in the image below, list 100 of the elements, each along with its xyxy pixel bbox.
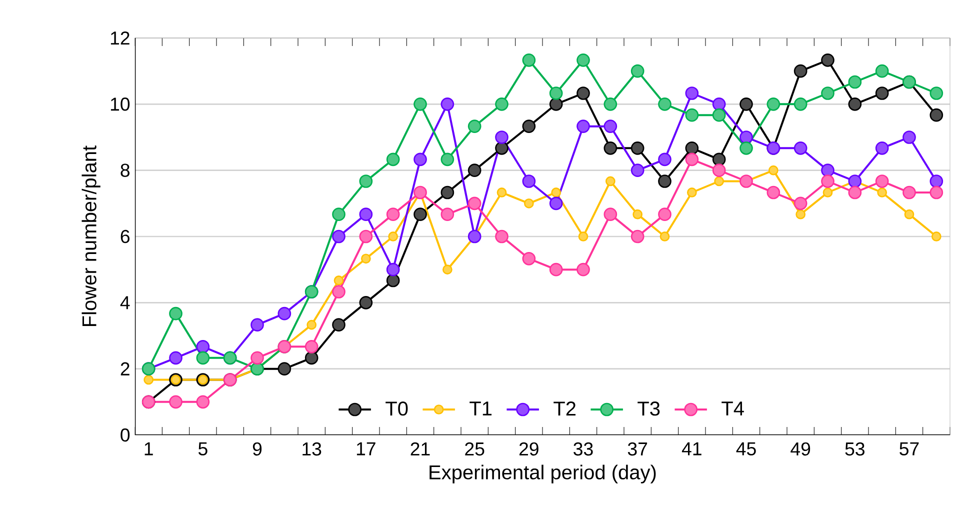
- point: [440, 208, 454, 221]
- point: [685, 152, 699, 166]
- point: [522, 174, 536, 188]
- point: [875, 141, 889, 155]
- point: [332, 230, 346, 244]
- point: [766, 186, 780, 200]
- point: [848, 97, 862, 111]
- point: [169, 395, 182, 409]
- point: [821, 164, 834, 177]
- point: [660, 232, 670, 242]
- y-axis-title: Flower number/plant: [82, 146, 100, 326]
- point: [442, 264, 452, 275]
- x-tick-label: 37: [628, 442, 648, 456]
- point: [740, 141, 753, 155]
- point: [332, 318, 346, 332]
- point: [386, 262, 400, 276]
- point: [522, 120, 536, 133]
- point: [794, 64, 808, 78]
- point: [848, 75, 862, 89]
- point: [930, 108, 944, 122]
- point: [468, 196, 482, 210]
- x-tick-label: 45: [736, 442, 756, 456]
- point: [549, 86, 563, 100]
- point: [712, 97, 726, 111]
- y-tick-label: 0: [120, 428, 130, 442]
- point: [821, 174, 834, 188]
- point: [658, 97, 672, 111]
- legend-label: T0: [386, 402, 408, 416]
- point: [495, 230, 508, 244]
- point: [796, 209, 806, 220]
- point: [902, 130, 916, 144]
- legend-label: T3: [638, 402, 660, 416]
- point: [169, 306, 182, 320]
- x-tick-label: 13: [302, 442, 322, 456]
- point: [875, 86, 889, 100]
- point: [604, 97, 618, 111]
- point: [794, 141, 808, 155]
- point: [440, 97, 454, 111]
- point: [576, 262, 590, 276]
- point: [605, 176, 616, 186]
- point: [686, 188, 697, 198]
- point: [821, 86, 834, 100]
- point: [250, 318, 264, 332]
- y-tick-label: 4: [120, 296, 130, 310]
- point: [386, 208, 400, 221]
- point: [414, 208, 427, 221]
- point: [712, 152, 726, 166]
- point: [495, 130, 508, 144]
- point: [196, 340, 210, 354]
- point: [549, 262, 563, 276]
- point: [714, 176, 724, 186]
- point: [414, 97, 427, 111]
- y-tick-label: 6: [120, 230, 130, 244]
- x-tick-label: 53: [845, 442, 864, 456]
- x-tick-label: 41: [682, 442, 702, 456]
- point: [712, 164, 726, 177]
- point: [332, 208, 346, 221]
- point: [658, 208, 672, 221]
- point: [334, 276, 344, 286]
- point: [304, 351, 318, 365]
- legend-label: T1: [470, 402, 492, 416]
- point: [630, 141, 644, 155]
- x-tick-label: 5: [198, 442, 208, 456]
- point: [196, 395, 210, 409]
- point: [875, 64, 889, 78]
- point: [576, 120, 590, 133]
- point: [632, 209, 643, 220]
- point: [440, 152, 454, 166]
- x-tick-label: 1: [144, 442, 153, 456]
- point: [495, 97, 508, 111]
- y-tick-label: 2: [120, 362, 130, 376]
- point: [468, 164, 482, 177]
- point: [144, 374, 154, 385]
- point: [904, 209, 914, 220]
- point: [766, 97, 780, 111]
- point: [821, 53, 834, 67]
- point: [875, 174, 889, 188]
- point: [930, 86, 944, 100]
- point: [877, 188, 888, 198]
- point: [332, 285, 346, 298]
- point: [576, 53, 590, 67]
- point: [930, 174, 944, 188]
- point: [712, 108, 726, 122]
- point: [931, 232, 942, 242]
- point: [604, 141, 618, 155]
- point: [359, 296, 373, 310]
- point: [658, 174, 672, 188]
- point: [524, 198, 534, 208]
- x-tick-label: 29: [519, 442, 538, 456]
- point: [551, 188, 562, 198]
- point: [360, 254, 371, 264]
- point: [768, 165, 778, 176]
- x-tick-label: 9: [252, 442, 262, 456]
- point: [496, 188, 507, 198]
- legend-label: T4: [722, 402, 744, 416]
- point: [794, 97, 808, 111]
- y-tick-label: 10: [110, 98, 130, 111]
- point: [278, 362, 292, 376]
- point: [495, 141, 508, 155]
- point: [578, 232, 588, 242]
